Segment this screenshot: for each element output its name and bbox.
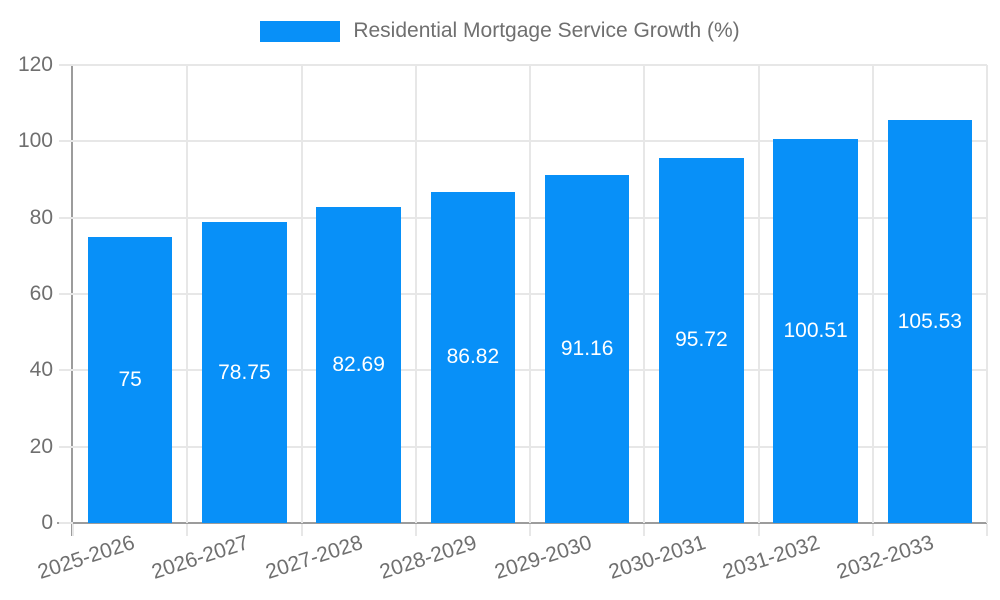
bar-category-cell: 91.16 [530, 65, 644, 523]
bar-value-label: 75 [118, 367, 142, 391]
x-axis-tick-label: 2031-2032 [720, 531, 823, 584]
x-axis-tick-label: 2027-2028 [263, 531, 366, 584]
bars-layer: 75 78.75 82.69 86.82 91.16 95.72 100.51 105.53 [73, 65, 987, 523]
y-axis-tick-label: 120 [17, 53, 53, 76]
bar[interactable]: 75 [87, 236, 173, 523]
x-tick-mark [414, 524, 417, 536]
y-axis-tick-label: 100 [17, 129, 53, 153]
x-axis-tick-label: 2029-2030 [491, 531, 595, 584]
gridline-vertical [757, 65, 760, 523]
gridline-vertical [643, 65, 646, 523]
legend[interactable]: Residential Mortgage Service Growth (%) [0, 19, 1000, 43]
y-axis-tick-label: 60 [29, 282, 53, 305]
y-axis-line [71, 64, 73, 536]
legend-swatch[interactable] [260, 20, 341, 42]
bar[interactable]: 91.16 [544, 175, 630, 523]
bar[interactable]: 100.51 [773, 139, 858, 523]
bar[interactable]: 95.72 [659, 157, 744, 523]
x-axis-tick-label: 2032-2033 [834, 531, 937, 584]
bar-category-cell: 86.82 [416, 65, 530, 523]
bar[interactable]: 78.75 [202, 222, 287, 523]
bar[interactable]: 86.82 [430, 191, 516, 523]
y-tick-mark [59, 369, 73, 372]
y-tick-mark [59, 522, 73, 524]
y-tick-mark [59, 140, 73, 143]
x-axis-tick-label: 2026-2027 [148, 531, 252, 584]
x-axis-tick-label: 2028-2029 [377, 531, 480, 584]
gridline-vertical [414, 65, 417, 523]
x-axis-tick-label: 2025-2026 [34, 531, 138, 584]
bar-value-label: 91.16 [560, 337, 614, 361]
gridline-vertical [529, 65, 531, 523]
x-tick-mark [72, 524, 74, 536]
bar-category-cell: 75 [73, 65, 187, 523]
x-tick-mark [300, 524, 303, 536]
x-tick-mark [186, 524, 189, 536]
bar-category-cell: 105.53 [873, 65, 987, 523]
bar-value-label: 78.75 [218, 360, 271, 384]
y-axis-tick-label: 80 [29, 205, 53, 229]
x-tick-mark [757, 524, 760, 536]
gridline-vertical [186, 65, 189, 523]
gridline-vertical [986, 65, 988, 523]
x-axis-line [57, 522, 987, 524]
bar-value-label: 105.53 [897, 309, 962, 333]
y-axis-tick-label: 20 [29, 434, 53, 458]
legend-label: Residential Mortgage Service Growth (%) [353, 19, 740, 42]
gridline-vertical [871, 65, 874, 523]
bar-value-label: 86.82 [446, 345, 500, 369]
bar-category-cell: 82.69 [302, 65, 416, 523]
x-axis-tick-label: 2030-2031 [605, 531, 709, 584]
y-axis-tick-label: 0 [41, 511, 53, 534]
bar-category-cell: 100.51 [759, 65, 873, 523]
gridline-vertical [300, 65, 303, 523]
y-tick-mark [59, 216, 73, 219]
y-tick-mark [59, 445, 73, 448]
bar-value-label: 82.69 [332, 353, 385, 377]
bar[interactable]: 82.69 [316, 207, 401, 523]
x-tick-mark [986, 524, 988, 536]
x-tick-mark [529, 524, 531, 536]
y-axis-tick-label: 40 [29, 358, 53, 382]
x-tick-mark [871, 524, 874, 536]
bar-value-label: 95.72 [675, 328, 728, 352]
x-tick-mark [643, 524, 646, 536]
bar-value-label: 100.51 [783, 319, 848, 343]
bar[interactable]: 105.53 [887, 120, 973, 523]
y-tick-mark [59, 64, 73, 66]
y-tick-mark [59, 293, 73, 295]
bar-category-cell: 78.75 [187, 65, 301, 523]
bar-category-cell: 95.72 [644, 65, 758, 523]
